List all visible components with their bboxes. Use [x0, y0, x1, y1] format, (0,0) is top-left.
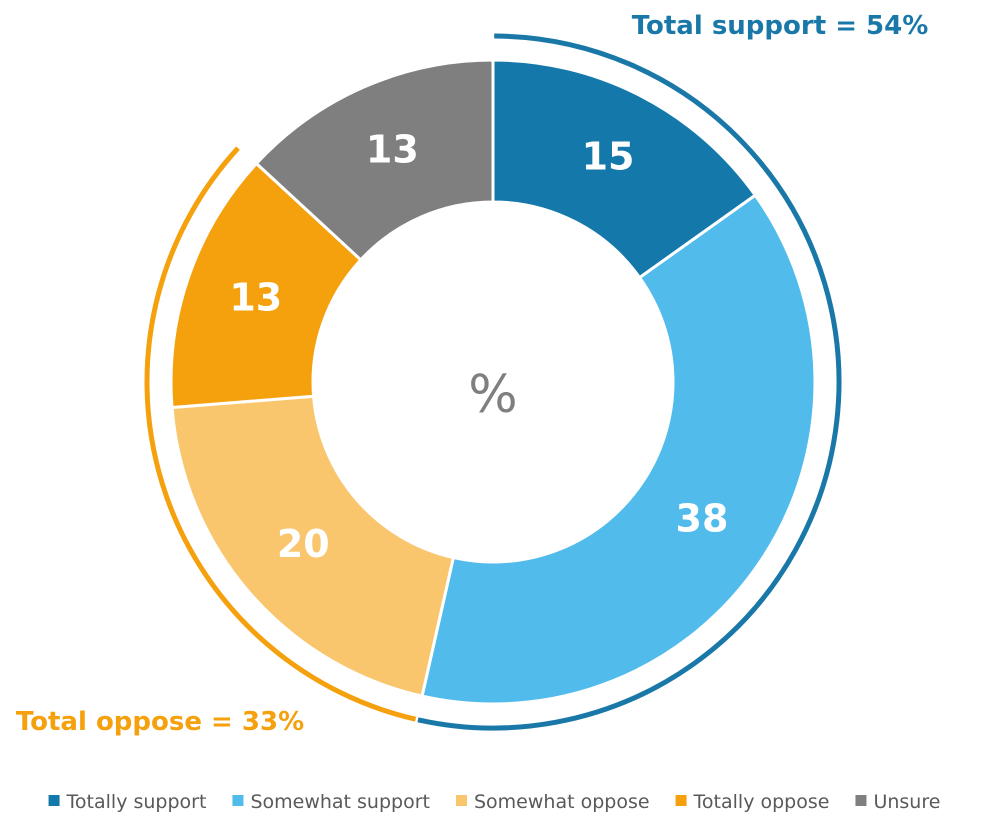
- slice-value-totally-support: 15: [582, 134, 635, 178]
- slice-labels: 15 38 20 13 13: [229, 128, 728, 566]
- slice-totally-support: [491, 58, 758, 280]
- slice-value-somewhat-support: 38: [676, 497, 729, 541]
- legend-label-somewhat-oppose: Somewhat oppose: [474, 791, 650, 813]
- legend: Totally support Somewhat support Somewhat …: [48, 791, 940, 813]
- legend-swatch-somewhat-oppose: [455, 795, 467, 806]
- group-arcs: [144, 33, 842, 731]
- center-label: %: [468, 365, 517, 425]
- legend-label-totally-oppose: Totally oppose: [693, 791, 830, 813]
- legend-label-totally-support: Totally support: [66, 791, 207, 813]
- donut-slices: [169, 58, 817, 706]
- slice-unsure: [254, 58, 495, 262]
- legend-swatch-somewhat-support: [232, 795, 244, 806]
- legend-swatch-totally-oppose: [675, 795, 687, 806]
- slice-value-totally-oppose: 13: [229, 275, 282, 319]
- group-arc-oppose: [144, 146, 417, 722]
- legend-label-unsure: Unsure: [873, 791, 940, 813]
- group-arc-support: [417, 33, 842, 731]
- total-oppose-label: Total oppose = 33%: [16, 707, 304, 737]
- slice-somewhat-oppose: [170, 394, 456, 698]
- legend-swatch-totally-support: [48, 795, 60, 806]
- total-support-label: Total support = 54%: [632, 11, 929, 41]
- legend-swatch-unsure: [855, 795, 867, 806]
- slice-value-somewhat-oppose: 20: [277, 522, 330, 566]
- slice-value-unsure: 13: [366, 128, 419, 172]
- legend-label-somewhat-support: Somewhat support: [250, 791, 430, 813]
- slice-somewhat-support: [420, 193, 817, 706]
